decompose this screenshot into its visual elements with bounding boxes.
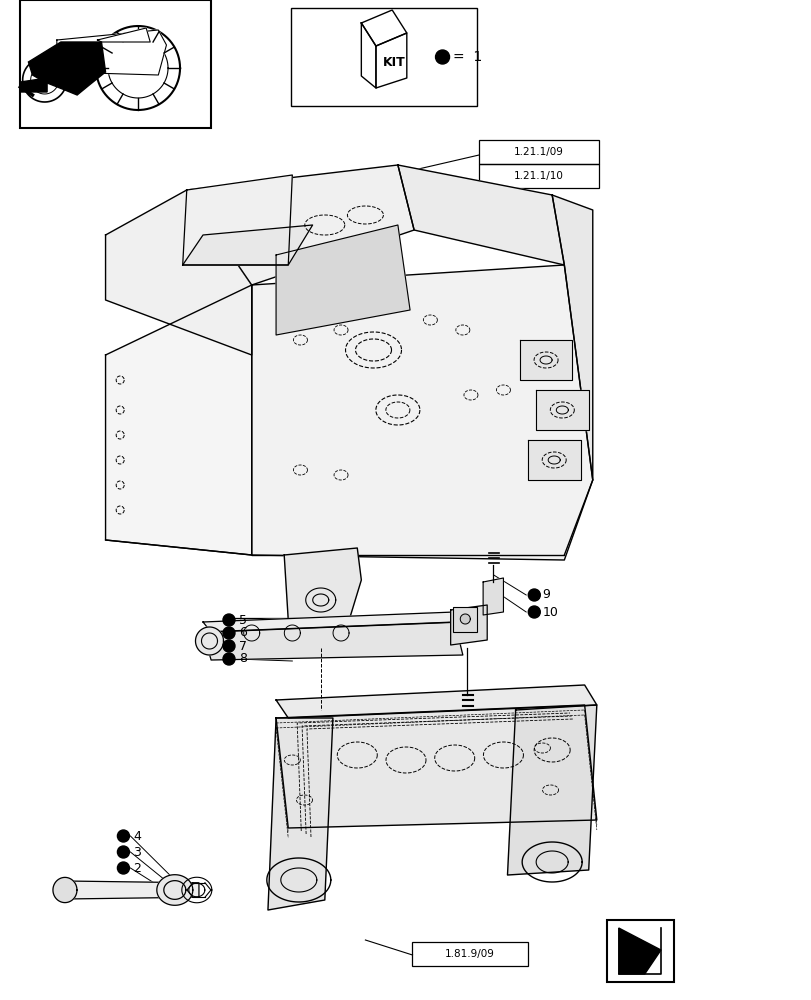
Polygon shape — [182, 225, 312, 265]
Circle shape — [223, 640, 234, 652]
Polygon shape — [28, 42, 105, 95]
Polygon shape — [375, 33, 406, 88]
Polygon shape — [105, 190, 251, 355]
Text: 9: 9 — [542, 588, 550, 601]
Polygon shape — [195, 627, 223, 655]
Text: 10: 10 — [542, 605, 558, 618]
Text: 2: 2 — [133, 861, 141, 874]
Text: KIT: KIT — [383, 56, 406, 70]
Bar — [290, 8, 477, 106]
Text: 3: 3 — [133, 846, 141, 858]
Polygon shape — [483, 578, 503, 615]
Polygon shape — [507, 705, 596, 875]
Polygon shape — [460, 614, 470, 624]
Text: 5: 5 — [238, 613, 247, 626]
Text: 8: 8 — [238, 652, 247, 666]
Text: 1.21.1/10: 1.21.1/10 — [513, 171, 564, 181]
Polygon shape — [361, 10, 406, 46]
Polygon shape — [284, 548, 361, 620]
Polygon shape — [203, 612, 462, 632]
Polygon shape — [57, 30, 166, 75]
Polygon shape — [519, 340, 572, 380]
Polygon shape — [361, 23, 375, 88]
Circle shape — [528, 589, 539, 601]
Polygon shape — [268, 718, 333, 910]
Text: =  1: = 1 — [453, 50, 482, 64]
Circle shape — [223, 614, 234, 626]
Polygon shape — [65, 881, 199, 899]
Text: 4: 4 — [133, 830, 141, 842]
Polygon shape — [551, 195, 592, 480]
Polygon shape — [535, 390, 588, 430]
Polygon shape — [53, 877, 77, 903]
Bar — [607, 920, 673, 982]
Polygon shape — [276, 685, 596, 718]
Polygon shape — [276, 705, 596, 828]
Polygon shape — [203, 622, 462, 660]
Polygon shape — [618, 928, 660, 974]
Polygon shape — [276, 225, 410, 335]
Polygon shape — [97, 28, 150, 42]
Polygon shape — [397, 165, 564, 265]
Bar — [478, 140, 599, 164]
Text: 7: 7 — [238, 640, 247, 652]
Polygon shape — [182, 175, 292, 265]
Bar — [478, 164, 599, 188]
Polygon shape — [231, 618, 369, 648]
Circle shape — [118, 846, 129, 858]
Bar — [20, 0, 211, 128]
Polygon shape — [187, 165, 414, 285]
Polygon shape — [527, 440, 580, 480]
Text: 1.21.1/09: 1.21.1/09 — [513, 147, 564, 157]
Circle shape — [118, 830, 129, 842]
Polygon shape — [157, 875, 192, 905]
Circle shape — [528, 606, 539, 618]
Polygon shape — [20, 78, 47, 92]
Bar — [453, 607, 477, 632]
Circle shape — [223, 653, 234, 665]
Bar — [412, 942, 527, 966]
Text: 6: 6 — [238, 626, 247, 640]
Polygon shape — [450, 605, 487, 645]
Polygon shape — [251, 265, 592, 560]
Text: 1.81.9/09: 1.81.9/09 — [444, 949, 495, 959]
Circle shape — [435, 50, 449, 64]
Polygon shape — [105, 285, 251, 555]
Circle shape — [223, 627, 234, 639]
Circle shape — [118, 862, 129, 874]
